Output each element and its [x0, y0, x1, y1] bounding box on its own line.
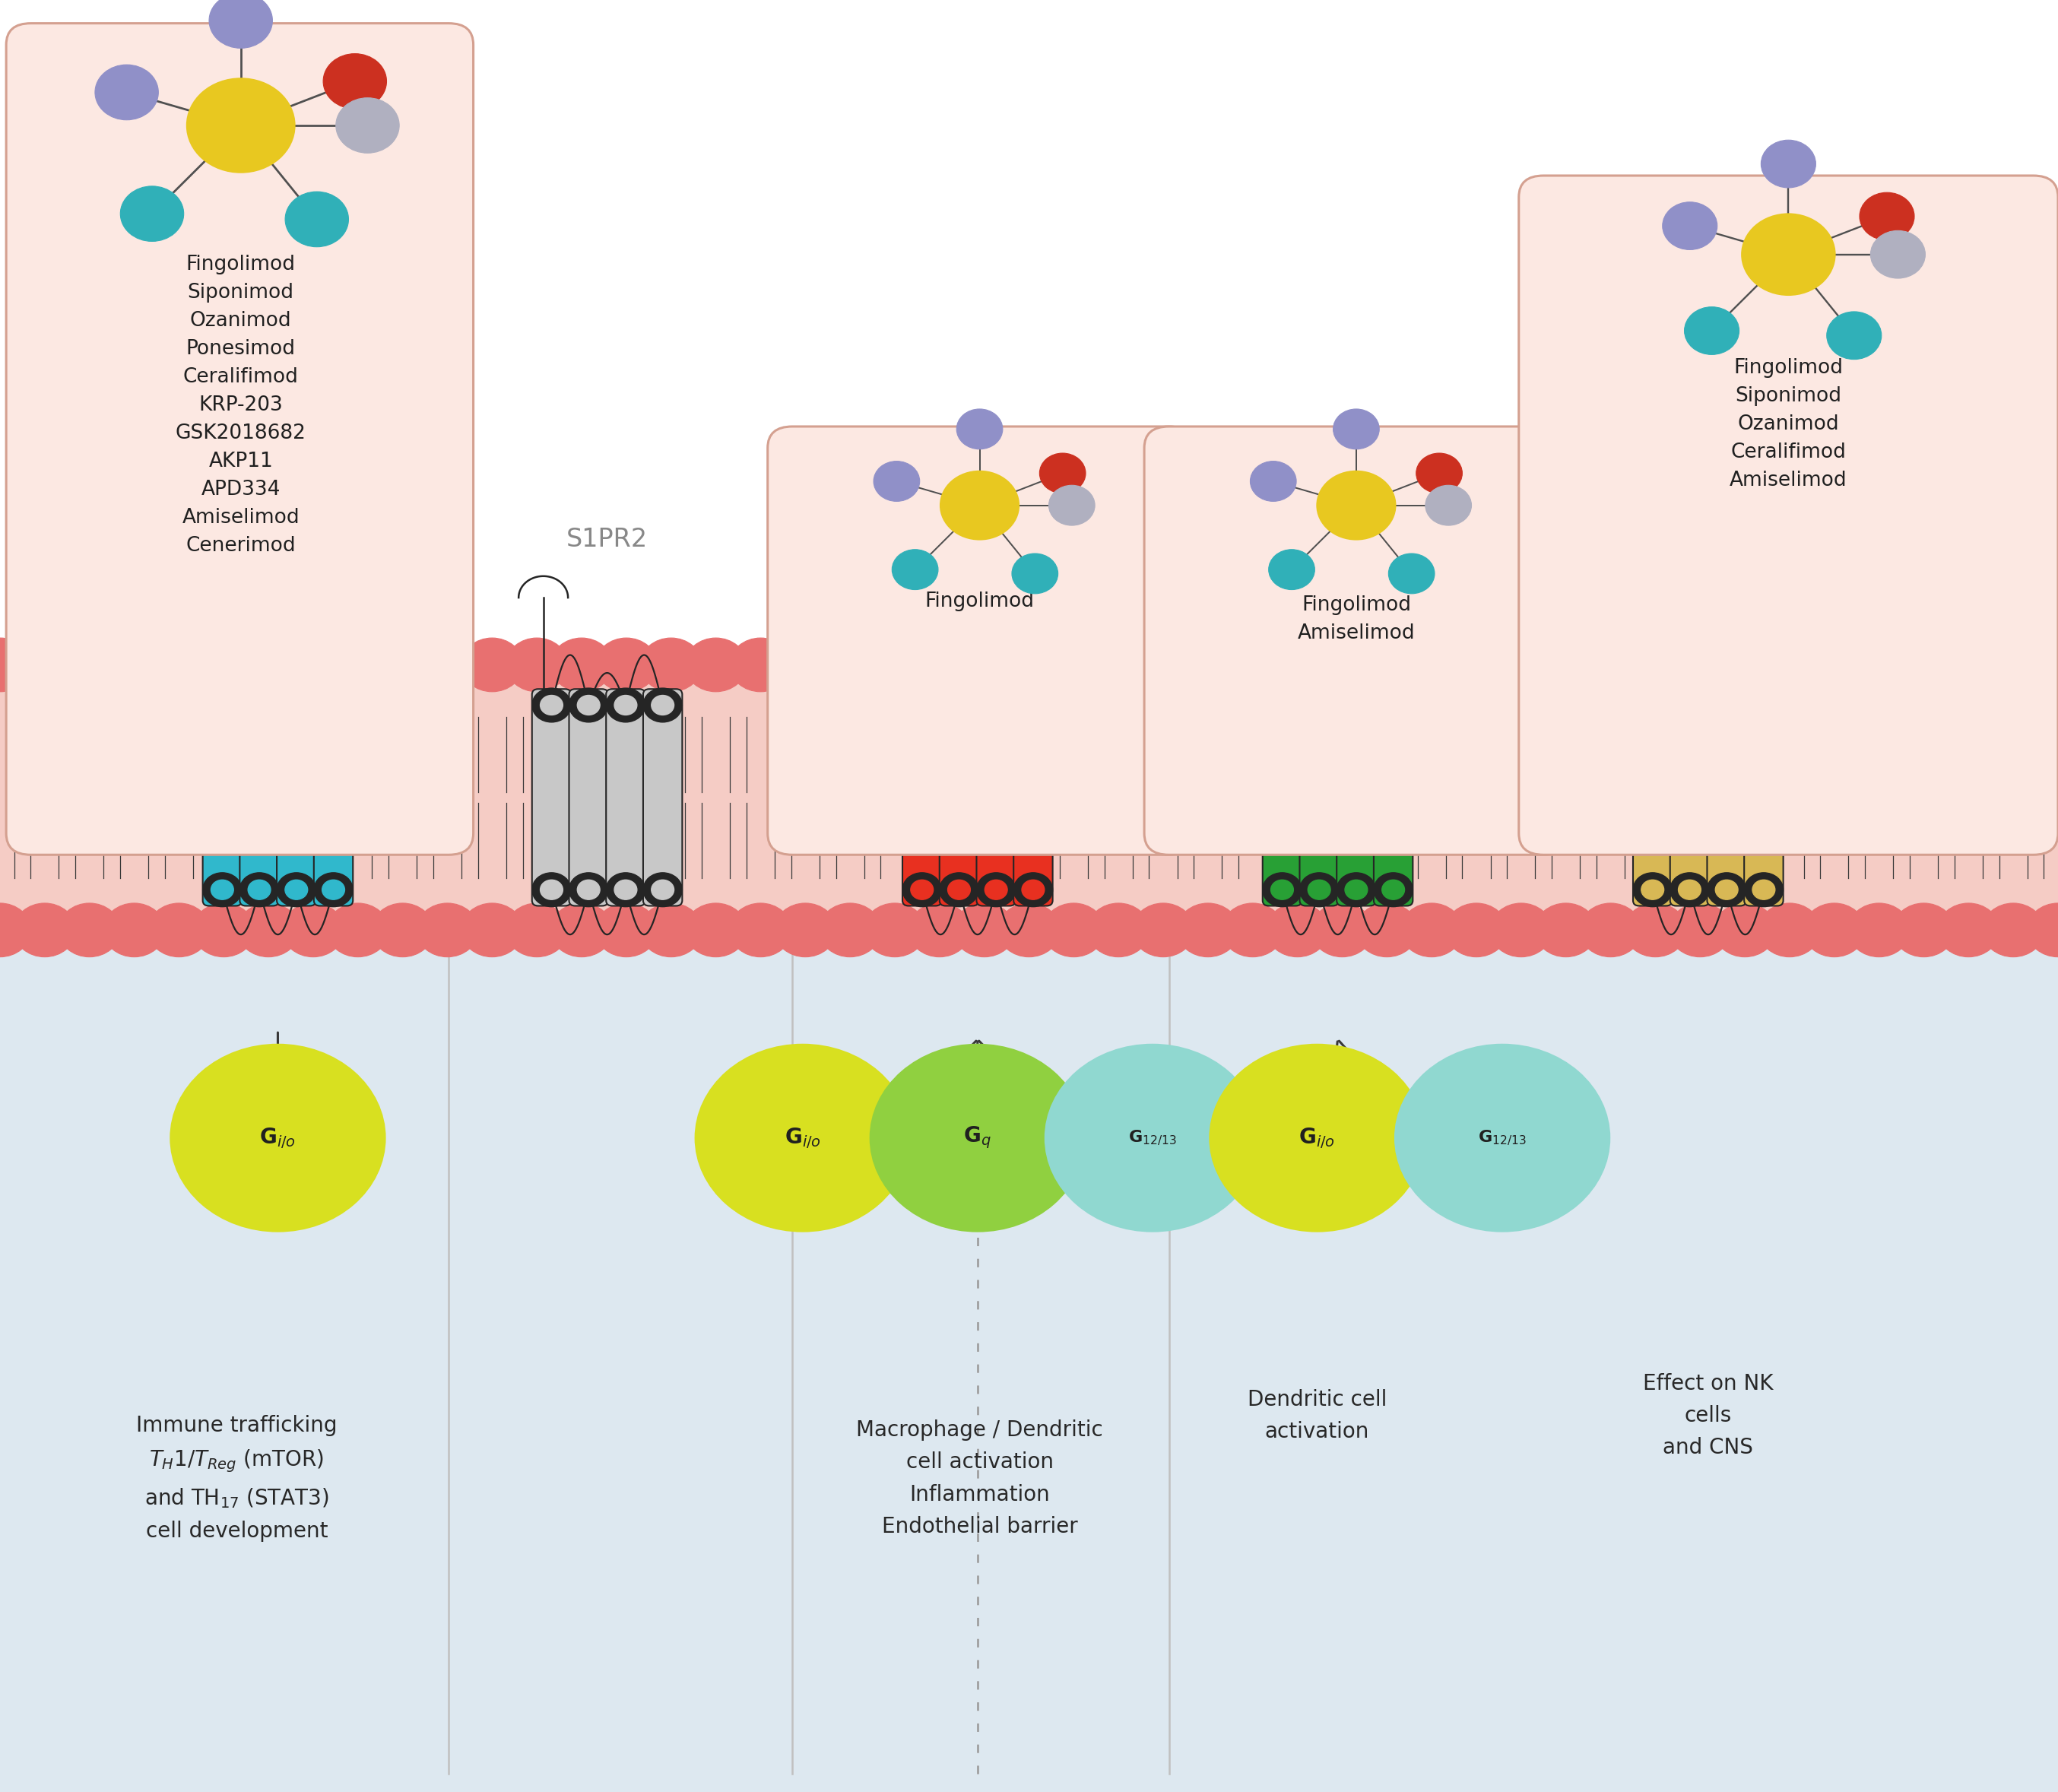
Circle shape	[1262, 873, 1301, 907]
Circle shape	[731, 638, 792, 692]
Circle shape	[1634, 873, 1671, 907]
FancyBboxPatch shape	[1144, 426, 1568, 855]
Circle shape	[1346, 880, 1367, 900]
Circle shape	[1743, 873, 1782, 907]
Circle shape	[1309, 695, 1332, 715]
Circle shape	[901, 688, 941, 722]
Circle shape	[1177, 903, 1239, 957]
Circle shape	[313, 688, 354, 722]
Circle shape	[957, 409, 1002, 450]
Circle shape	[1045, 1045, 1259, 1231]
Circle shape	[1669, 873, 1708, 907]
Circle shape	[1669, 688, 1708, 722]
Circle shape	[941, 471, 1019, 539]
Circle shape	[1375, 688, 1412, 722]
FancyBboxPatch shape	[768, 426, 1194, 855]
FancyBboxPatch shape	[642, 688, 683, 905]
Circle shape	[1741, 213, 1836, 296]
Circle shape	[193, 638, 255, 692]
Circle shape	[1334, 409, 1379, 450]
Circle shape	[286, 192, 348, 247]
Circle shape	[696, 1045, 910, 1231]
Circle shape	[998, 903, 1060, 957]
FancyBboxPatch shape	[202, 688, 243, 905]
Circle shape	[568, 688, 609, 722]
Circle shape	[1013, 873, 1052, 907]
Circle shape	[819, 638, 881, 692]
Circle shape	[247, 880, 272, 900]
Circle shape	[1317, 471, 1395, 539]
Circle shape	[873, 461, 920, 502]
Circle shape	[276, 688, 317, 722]
Circle shape	[1677, 695, 1700, 715]
Circle shape	[1939, 903, 2000, 957]
Text: S1PR3: S1PR3	[936, 527, 1019, 552]
Circle shape	[1939, 638, 2000, 692]
Circle shape	[1642, 880, 1665, 900]
Circle shape	[910, 695, 932, 715]
Circle shape	[953, 638, 1015, 692]
FancyBboxPatch shape	[605, 688, 646, 905]
Circle shape	[1338, 873, 1375, 907]
FancyBboxPatch shape	[1634, 688, 1671, 905]
Circle shape	[1222, 638, 1284, 692]
Circle shape	[947, 695, 971, 715]
FancyBboxPatch shape	[901, 688, 941, 905]
Circle shape	[1663, 202, 1716, 249]
Circle shape	[1751, 695, 1774, 715]
FancyBboxPatch shape	[0, 932, 2058, 1792]
Circle shape	[731, 903, 792, 957]
Circle shape	[416, 903, 477, 957]
Text: S1PR4: S1PR4	[1297, 527, 1379, 552]
Circle shape	[1760, 638, 1821, 692]
Circle shape	[1401, 903, 1463, 957]
Circle shape	[0, 903, 31, 957]
Circle shape	[864, 903, 926, 957]
Text: G$_{i/o}$: G$_{i/o}$	[784, 1125, 821, 1150]
Circle shape	[327, 638, 389, 692]
FancyBboxPatch shape	[1671, 688, 1708, 905]
Circle shape	[891, 550, 938, 590]
Circle shape	[416, 638, 477, 692]
FancyBboxPatch shape	[6, 23, 473, 855]
Circle shape	[984, 695, 1006, 715]
Circle shape	[595, 903, 657, 957]
Circle shape	[1535, 903, 1597, 957]
Circle shape	[1270, 880, 1294, 900]
Circle shape	[1714, 695, 1737, 715]
Text: Fingolimod: Fingolimod	[924, 591, 1035, 611]
FancyBboxPatch shape	[276, 688, 317, 905]
FancyBboxPatch shape	[1301, 688, 1340, 905]
Circle shape	[531, 688, 570, 722]
Circle shape	[1021, 880, 1043, 900]
Circle shape	[1050, 486, 1095, 525]
Circle shape	[1714, 903, 1776, 957]
Circle shape	[1346, 695, 1367, 715]
Circle shape	[1395, 1045, 1609, 1231]
Text: Fingolimod
Amiselimod: Fingolimod Amiselimod	[1297, 595, 1416, 643]
Circle shape	[1262, 688, 1301, 722]
Text: Immune trafficking
$T_H$1/$T_{Reg}$ (mTOR)
and TH$_{17}$ (STAT3)
cell developmen: Immune trafficking $T_H$1/$T_{Reg}$ (mTO…	[136, 1416, 338, 1541]
Circle shape	[2027, 903, 2058, 957]
Circle shape	[212, 880, 235, 900]
Text: Fingolimod
Siponimod
Ozanimod
Ceralifimod
Amiselimod: Fingolimod Siponimod Ozanimod Ceralifimo…	[1729, 358, 1848, 491]
Circle shape	[1860, 192, 1914, 240]
Circle shape	[1624, 903, 1686, 957]
Circle shape	[613, 695, 638, 715]
Circle shape	[910, 903, 971, 957]
Circle shape	[998, 638, 1060, 692]
Circle shape	[1634, 688, 1671, 722]
Circle shape	[1043, 638, 1105, 692]
Circle shape	[58, 638, 119, 692]
Circle shape	[947, 880, 971, 900]
Circle shape	[284, 695, 309, 715]
Circle shape	[910, 638, 971, 692]
Circle shape	[613, 880, 638, 900]
Circle shape	[1132, 638, 1194, 692]
Circle shape	[1311, 903, 1373, 957]
FancyBboxPatch shape	[1338, 688, 1377, 905]
Text: S1PR2: S1PR2	[566, 527, 648, 552]
Circle shape	[1301, 688, 1340, 722]
Circle shape	[321, 695, 346, 715]
Circle shape	[685, 903, 747, 957]
